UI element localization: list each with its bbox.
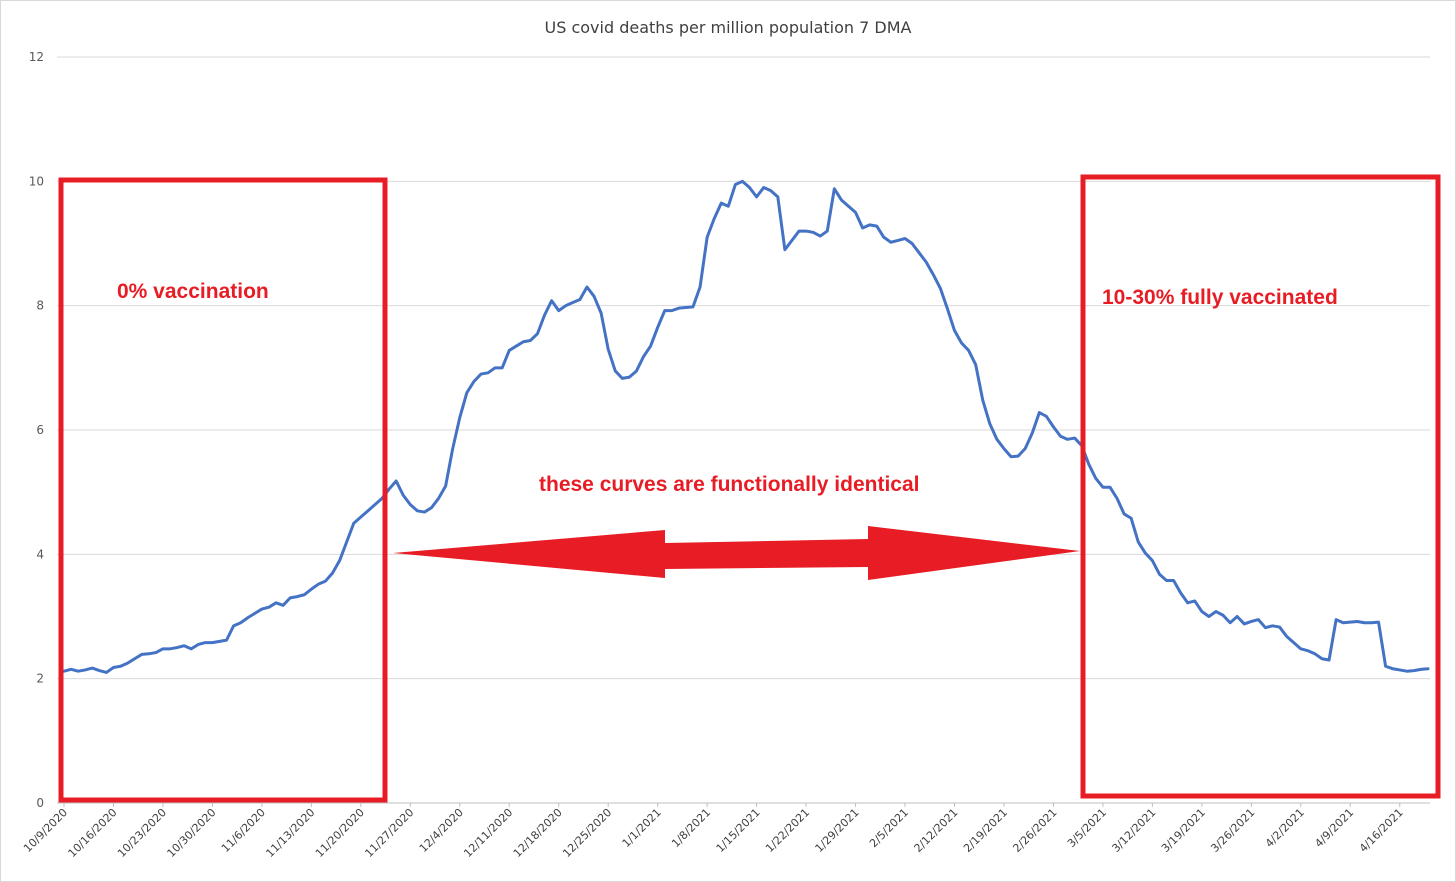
left-box-label: 0% vaccination (117, 280, 269, 303)
right-box-label: 10-30% fully vaccinated (1102, 286, 1338, 309)
double-arrow (393, 526, 1080, 580)
y-tick-label: 0 (36, 796, 44, 810)
y-tick-label: 2 (36, 672, 44, 686)
left-annotation-box (58, 177, 388, 803)
y-tick-label: 6 (36, 423, 44, 437)
right-annotation-box (1080, 174, 1441, 799)
series-line (62, 179, 1430, 674)
y-tick-label: 4 (36, 547, 44, 561)
center-label: these curves are functionally identical (539, 473, 919, 496)
y-tick-label: 10 (29, 174, 44, 188)
y-tick-label: 12 (29, 50, 44, 64)
y-axis-ticks: 0 2 4 6 8 10 12 (29, 50, 44, 810)
y-tick-label: 8 (36, 299, 44, 313)
chart-title: US covid deaths per million population 7… (545, 18, 912, 37)
